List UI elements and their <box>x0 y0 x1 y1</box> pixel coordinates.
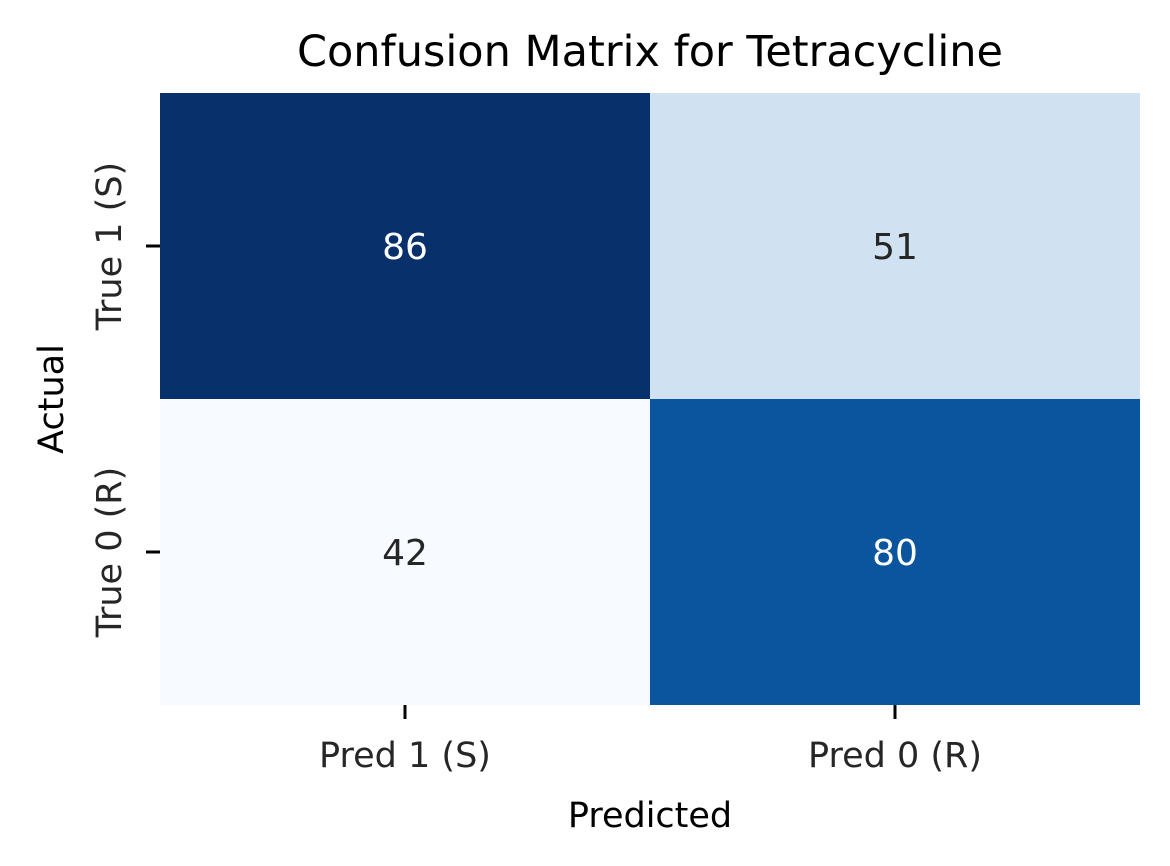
heatmap-cell <box>650 399 1140 705</box>
x-tick-label: Pred 1 (S) <box>319 736 491 776</box>
y-axis-label: Actual <box>32 344 72 454</box>
x-axis-label: Predicted <box>568 796 732 836</box>
y-tick-label: True 1 (S) <box>90 162 130 331</box>
heatmap-cells: 86 51 42 80 <box>160 93 1140 705</box>
x-tick-label: Pred 0 (R) <box>808 736 982 776</box>
heatmap-cell <box>650 93 1140 399</box>
cell-value-label: 80 <box>872 533 918 574</box>
cell-value-label: 42 <box>382 533 428 574</box>
chart-title: Confusion Matrix for Tetracycline <box>297 27 1003 77</box>
axis-ticks: Pred 1 (S) Pred 0 (R) True 1 (S) True 0 (R) <box>90 162 982 776</box>
cell-value-label: 51 <box>872 227 918 268</box>
cell-value-label: 86 <box>382 227 428 268</box>
heatmap-cell <box>160 399 650 705</box>
y-tick-label: True 0 (R) <box>90 467 130 639</box>
heatmap-cell <box>160 93 650 399</box>
